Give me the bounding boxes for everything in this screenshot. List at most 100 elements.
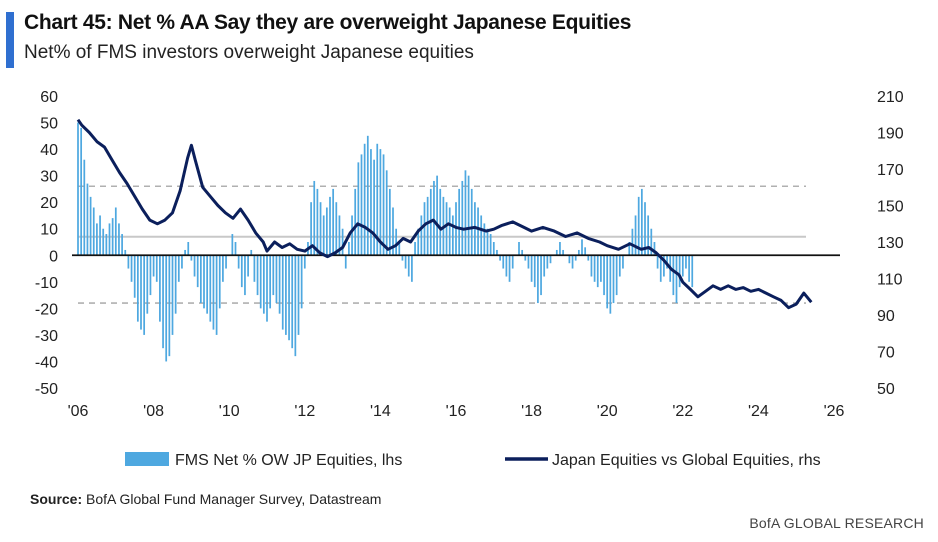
bar [168, 255, 171, 357]
bar [262, 255, 265, 314]
x-tick-label: '22 [672, 403, 693, 420]
bar [508, 255, 511, 282]
left-tick-label: 40 [40, 142, 58, 159]
bar [663, 255, 665, 277]
bar [351, 215, 353, 256]
bar [644, 202, 646, 256]
bar [269, 255, 272, 309]
bar [187, 242, 190, 256]
right-axis-ticks: 210 190 170 150 130 110 90 70 50 [877, 89, 904, 398]
bar [225, 255, 227, 269]
left-tick-label: 10 [40, 222, 58, 239]
bar [285, 255, 287, 335]
bar [530, 255, 533, 282]
bar [426, 196, 429, 256]
bar [247, 255, 249, 277]
bar [549, 255, 552, 264]
bar [303, 255, 306, 269]
bar [562, 249, 564, 256]
bar [505, 255, 508, 277]
bar [272, 255, 275, 296]
bar [533, 255, 536, 288]
legend-bar-swatch [125, 452, 169, 466]
bar [640, 188, 643, 256]
bar [335, 202, 338, 256]
bar [600, 255, 602, 282]
bar [584, 247, 587, 256]
right-tick-label: 70 [877, 345, 895, 362]
bar [366, 135, 369, 256]
bar [322, 215, 325, 256]
x-tick-label: '06 [68, 403, 89, 420]
bar [502, 255, 505, 269]
bar [146, 255, 149, 314]
left-tick-label: -20 [35, 301, 58, 318]
x-tick-label: '18 [521, 403, 542, 420]
bar [278, 255, 281, 314]
bar [325, 207, 328, 256]
x-tick-label: '12 [294, 403, 315, 420]
bar [332, 188, 335, 256]
bar [499, 255, 501, 261]
bar [634, 215, 637, 256]
left-tick-label: 60 [40, 89, 58, 106]
bar [678, 255, 681, 288]
bar [105, 234, 108, 256]
left-tick-label: -40 [35, 354, 58, 371]
x-tick-label: '24 [748, 403, 769, 420]
bar [590, 255, 593, 277]
bar [319, 202, 322, 256]
bar [577, 249, 580, 256]
bar [329, 196, 331, 256]
bar [606, 255, 609, 309]
bar [313, 180, 316, 256]
x-axis-ticks: '06 '08 '10 '12 '14 '16 '18 '20 '22 '24 '26 [68, 403, 845, 420]
bar [439, 188, 442, 256]
bar [80, 127, 83, 256]
bar [294, 255, 297, 357]
bar [348, 242, 350, 256]
bar [354, 188, 357, 256]
bar [344, 255, 347, 269]
bar [215, 255, 218, 335]
bar [86, 183, 89, 256]
left-tick-label: 50 [40, 116, 58, 133]
bar [111, 218, 114, 256]
right-tick-label: 190 [877, 126, 904, 143]
bar [370, 149, 372, 256]
bar [253, 255, 256, 282]
bar [622, 255, 624, 269]
bar [612, 255, 615, 304]
bar [650, 228, 653, 256]
bar [266, 255, 268, 322]
bar [496, 249, 498, 256]
bar [681, 255, 684, 277]
bar [672, 255, 675, 296]
right-tick-label: 150 [877, 199, 904, 216]
bar [524, 255, 527, 261]
source-label: Source: [30, 491, 83, 507]
title-accent-bar [6, 12, 14, 68]
bar [206, 255, 209, 314]
bar [527, 255, 530, 269]
bar [193, 255, 196, 277]
bar [288, 255, 290, 341]
bar-series [77, 122, 694, 362]
chart-canvas: 60 50 40 30 20 10 0 -10 -20 -30 -40 -50 210 190 170 15… [35, 89, 904, 469]
bar [203, 255, 205, 309]
bar [136, 255, 139, 322]
bar [184, 249, 186, 256]
bar [685, 255, 687, 269]
bar [190, 255, 193, 261]
bar [181, 255, 183, 269]
bar [537, 255, 539, 304]
bar [165, 255, 168, 362]
bar [559, 242, 561, 256]
right-tick-label: 170 [877, 162, 904, 179]
line-path [76, 118, 813, 310]
bar [275, 255, 278, 304]
bar [338, 215, 341, 256]
bar [382, 154, 385, 256]
bar [411, 255, 413, 282]
bar [593, 255, 596, 282]
